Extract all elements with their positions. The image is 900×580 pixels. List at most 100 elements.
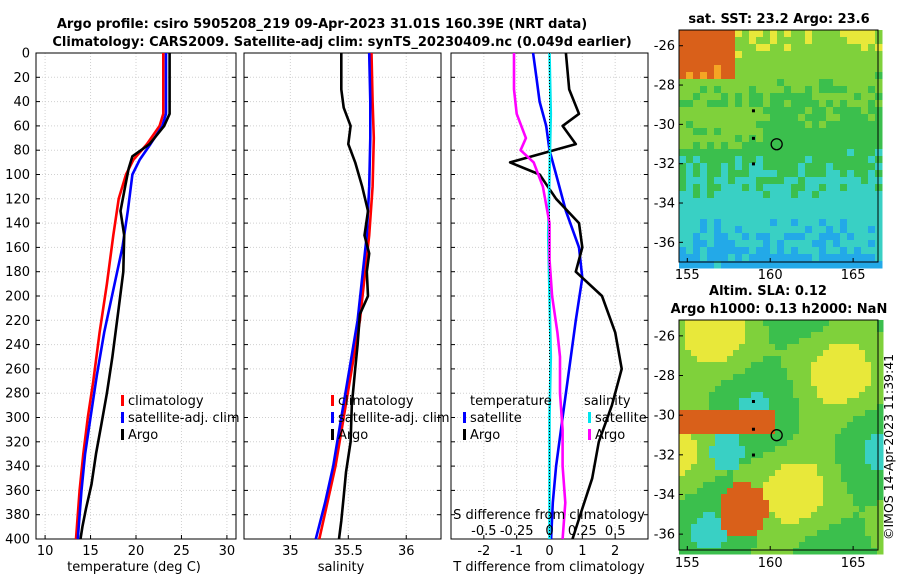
map-cell bbox=[841, 470, 848, 477]
map-cell bbox=[728, 51, 736, 59]
map-cell bbox=[703, 482, 710, 489]
map-cell bbox=[877, 476, 884, 483]
map-cell bbox=[769, 380, 776, 387]
map-cell bbox=[733, 332, 740, 339]
map-cell bbox=[775, 362, 782, 369]
map-cell bbox=[811, 428, 818, 435]
map-cell bbox=[745, 332, 752, 339]
top-tick-label: 0.5 bbox=[605, 524, 626, 539]
map-cell bbox=[868, 212, 876, 220]
map-cell bbox=[847, 422, 854, 429]
map-cell bbox=[763, 247, 771, 255]
map-cell bbox=[691, 530, 698, 537]
map-cell bbox=[703, 326, 710, 333]
map-cell bbox=[823, 476, 830, 483]
map-cell bbox=[697, 410, 704, 417]
map-cell bbox=[733, 410, 740, 417]
map-cell bbox=[812, 163, 820, 171]
map-cell bbox=[847, 177, 855, 185]
map-cell bbox=[871, 476, 878, 483]
map-cell bbox=[811, 524, 818, 531]
map-cell bbox=[791, 149, 799, 157]
map-cell bbox=[714, 177, 722, 185]
map-cell bbox=[751, 506, 758, 513]
map-cell bbox=[781, 482, 788, 489]
map-cell bbox=[709, 548, 716, 555]
map-cell bbox=[679, 338, 686, 345]
map-cell bbox=[819, 226, 827, 234]
map-cell bbox=[751, 374, 758, 381]
map-cell bbox=[812, 191, 820, 199]
map-cell bbox=[769, 422, 776, 429]
map-cell bbox=[811, 368, 818, 375]
map-cell bbox=[700, 149, 708, 157]
map-cell bbox=[859, 512, 866, 519]
map-cell bbox=[853, 548, 860, 555]
map-cell bbox=[781, 476, 788, 483]
map-cell bbox=[697, 488, 704, 495]
track-point bbox=[751, 136, 755, 140]
map-cell bbox=[777, 198, 785, 206]
map-cell bbox=[679, 142, 687, 150]
map-cell bbox=[841, 536, 848, 543]
map-cell bbox=[697, 536, 704, 543]
map-cell bbox=[707, 212, 715, 220]
map-cell bbox=[763, 482, 770, 489]
map-cell bbox=[826, 163, 834, 171]
map-cell bbox=[847, 240, 855, 248]
map-cell bbox=[751, 536, 758, 543]
map-cell bbox=[847, 170, 855, 178]
map-cell bbox=[859, 338, 866, 345]
map-cell bbox=[777, 121, 785, 129]
map-cell bbox=[709, 380, 716, 387]
map-cell bbox=[745, 488, 752, 495]
map-cell bbox=[819, 170, 827, 178]
map-cell bbox=[763, 128, 771, 136]
map-cell bbox=[749, 184, 757, 192]
map-cell bbox=[840, 44, 848, 52]
map-cell bbox=[679, 100, 687, 108]
map-cell bbox=[823, 392, 830, 399]
map-cell bbox=[742, 233, 750, 241]
map-cell bbox=[793, 482, 800, 489]
map-cell bbox=[679, 518, 686, 525]
map-cell bbox=[787, 518, 794, 525]
map-cell bbox=[793, 440, 800, 447]
map-cell bbox=[733, 458, 740, 465]
map-cell bbox=[871, 404, 878, 411]
map-cell bbox=[826, 170, 834, 178]
map-cell bbox=[847, 163, 855, 171]
map-cell bbox=[751, 434, 758, 441]
map-cell bbox=[742, 93, 750, 101]
diff-legend-sal-satellite: satellite bbox=[595, 411, 647, 426]
map-cell bbox=[686, 142, 694, 150]
temp-legend-argo: Argo bbox=[128, 428, 158, 443]
map-cell bbox=[868, 100, 876, 108]
map-cell bbox=[805, 410, 812, 417]
map-cell bbox=[721, 518, 728, 525]
map-cell bbox=[715, 446, 722, 453]
map-cell bbox=[703, 332, 710, 339]
map-cell bbox=[784, 261, 792, 269]
map-cell bbox=[791, 128, 799, 136]
map-cell bbox=[745, 326, 752, 333]
map-cell bbox=[784, 233, 792, 241]
map-cell bbox=[847, 530, 854, 537]
map-cell bbox=[784, 79, 792, 87]
map-cell bbox=[805, 416, 812, 423]
map-cell bbox=[859, 416, 866, 423]
map-cell bbox=[777, 65, 785, 73]
map-cell bbox=[727, 362, 734, 369]
map-cell bbox=[799, 380, 806, 387]
map-cell bbox=[791, 261, 799, 269]
map-cell bbox=[826, 233, 834, 241]
map-cell bbox=[679, 434, 686, 441]
map-cell bbox=[859, 440, 866, 447]
map-cell bbox=[865, 344, 872, 351]
map-cell bbox=[691, 548, 698, 555]
map-cell bbox=[840, 30, 848, 38]
map-cell bbox=[707, 177, 715, 185]
map-cell bbox=[853, 494, 860, 501]
map-cell bbox=[877, 506, 884, 513]
map-cell bbox=[847, 512, 854, 519]
